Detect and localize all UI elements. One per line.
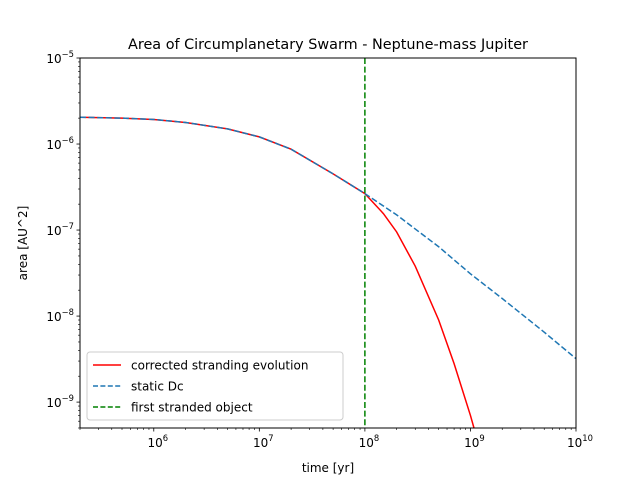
y-tick-label: 10−5 [46, 49, 74, 66]
x-tick-label: 1010 [567, 433, 593, 450]
x-axis-label: time [yr] [302, 461, 354, 475]
legend: corrected stranding evolution static Dc fi… [86, 351, 344, 421]
x-tick-label: 107 [253, 433, 274, 450]
x-tick-label: 106 [147, 433, 168, 450]
y-tick-label: 10−8 [46, 307, 74, 324]
plot-frame [79, 57, 577, 429]
series-layer [80, 58, 576, 428]
legend-label: first stranded object [131, 401, 253, 415]
chart-title: Area of Circumplanetary Swarm - Neptune-… [128, 37, 528, 53]
x-tick-label: 109 [464, 433, 485, 450]
y-tick-label: 10−7 [46, 221, 74, 238]
y-tick-label: 10−6 [46, 135, 74, 152]
y-tick-label: 10−9 [46, 393, 74, 410]
legend-label: corrected stranding evolution [131, 359, 308, 373]
ticks-layer: 106 107 108 109 1010 10−9 10−8 10−7 10−6 10−5 [46, 49, 593, 450]
y-axis-label: area [AU^2] [16, 206, 30, 281]
legend-box [86, 351, 344, 421]
series-line-static-dc [80, 116, 576, 360]
x-tick-label: 108 [359, 433, 380, 450]
legend-label: static Dc [131, 380, 184, 394]
